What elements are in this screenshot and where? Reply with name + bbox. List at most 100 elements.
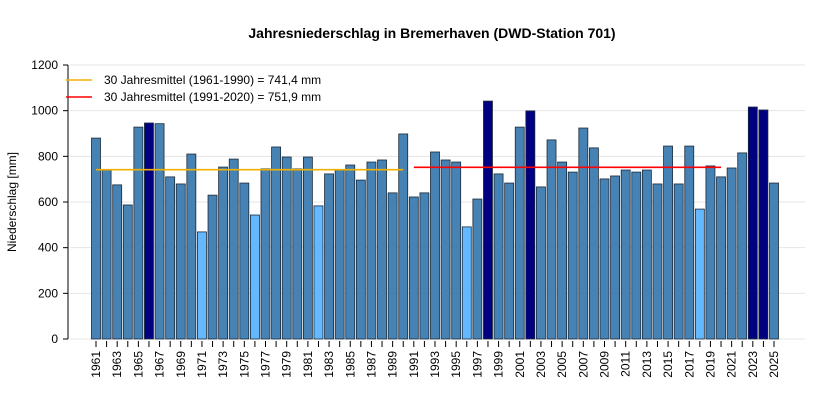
y-tick-label: 800: [38, 149, 58, 163]
x-tick-label: 1967: [153, 351, 167, 378]
bar-1988: [377, 159, 387, 340]
bar-1999: [493, 173, 504, 340]
bar-1982: [313, 205, 324, 340]
bar-1971: [197, 231, 207, 340]
bar-1998: [483, 100, 493, 340]
bar-1996: [461, 226, 472, 340]
bar-1981: [302, 156, 313, 340]
bar-1976: [250, 214, 260, 340]
bar-1966: [144, 122, 154, 340]
bar-1978: [271, 146, 281, 340]
bar-1964: [122, 204, 133, 340]
x-tick-label: 2023: [746, 351, 760, 378]
bar-1990: [398, 133, 409, 340]
bar-2010: [610, 175, 620, 340]
bar-2024: [758, 109, 769, 340]
x-tick-label: 2013: [640, 351, 654, 378]
x-tick-label: 1989: [386, 351, 400, 378]
bar-1984: [334, 169, 345, 340]
y-tick-label: 200: [38, 286, 58, 300]
bar-2008: [589, 147, 599, 340]
x-tick-label: 2005: [555, 351, 569, 378]
bar-1972: [207, 194, 218, 340]
bar-1992: [419, 192, 430, 340]
bar-2020: [716, 176, 726, 340]
x-tick-label: 1995: [449, 351, 463, 378]
bar-1980: [292, 168, 303, 340]
x-tick-label: 2007: [576, 351, 590, 378]
x-tick-label: 1965: [131, 351, 145, 378]
bar-1961: [91, 137, 101, 340]
bar-1974: [228, 158, 239, 340]
x-tick-label: 1983: [322, 351, 336, 378]
bar-2015: [663, 145, 673, 340]
bar-2002: [525, 110, 536, 340]
bar-2013: [641, 169, 652, 340]
x-tick-label: 2015: [661, 351, 675, 378]
bar-1991: [408, 196, 419, 340]
bar-1970: [186, 153, 197, 340]
bar-2021: [726, 167, 737, 340]
x-tick-label: 1981: [301, 351, 315, 378]
y-tick-label: 400: [38, 241, 58, 255]
x-tick-label: 1987: [364, 351, 378, 378]
y-tick-label: 0: [51, 332, 58, 346]
x-tick-label: 2017: [682, 351, 696, 378]
bar-1989: [387, 192, 398, 340]
bar-2012: [631, 171, 642, 340]
x-tick-label: 1979: [280, 351, 294, 378]
legend: 30 Jahresmittel (1961-1990) = 741,4 mm 30…: [66, 73, 321, 104]
x-tick-label: 2019: [703, 351, 717, 378]
bar-1965: [133, 126, 144, 340]
chart-title: Jahresniederschlag in Bremerhaven (DWD-S…: [248, 25, 615, 41]
bar-1977: [260, 168, 271, 340]
bar-1986: [355, 179, 366, 340]
x-tick-label: 1969: [174, 351, 188, 378]
x-tick-label: 2009: [598, 351, 612, 378]
bar-2011: [620, 169, 631, 340]
bar-1963: [112, 184, 123, 340]
bar-2019: [705, 165, 716, 340]
bar-1967: [154, 123, 165, 340]
bar-1973: [218, 166, 229, 340]
x-tick-label: 1963: [110, 351, 124, 378]
legend-label: 30 Jahresmittel (1961-1990) = 741,4 mm: [104, 73, 321, 87]
bars: [91, 100, 779, 340]
bar-2004: [546, 139, 557, 340]
bar-1994: [440, 159, 451, 340]
x-tick-label: 2021: [725, 351, 739, 378]
bar-2017: [684, 145, 695, 340]
legend-label: 30 Jahresmittel (1991-2020) = 751,9 mm: [104, 90, 321, 104]
bar-2009: [599, 178, 610, 340]
x-tick-label: 2003: [534, 351, 548, 378]
y-tick-label: 1200: [31, 58, 58, 72]
bar-1985: [345, 164, 356, 340]
bar-2005: [557, 161, 568, 340]
x-tick-label: 1993: [428, 351, 442, 378]
axes: 0 200 400 600 800 1000 1200 1961 1963 1965 1967 196…: [31, 58, 781, 378]
bar-2018: [694, 208, 705, 340]
x-tick-label: 1977: [259, 351, 273, 378]
y-tick-label: 1000: [31, 104, 58, 118]
bar-1995: [451, 161, 462, 340]
bar-2007: [578, 127, 589, 340]
x-tick-label: 2011: [619, 351, 633, 377]
x-tick-label: 1985: [343, 351, 357, 378]
x-tick-label: 1971: [195, 351, 209, 378]
bar-2003: [536, 186, 546, 340]
bar-2006: [567, 171, 578, 340]
bar-2025: [769, 182, 779, 340]
x-tick-label: 1975: [237, 351, 251, 378]
bar-2014: [652, 183, 663, 340]
reference-lines: [96, 166, 722, 171]
y-tick-label: 600: [38, 195, 58, 209]
bar-1983: [324, 173, 334, 340]
x-tick-label: 1961: [89, 351, 103, 378]
bar-1969: [175, 183, 186, 340]
bar-1968: [165, 176, 176, 340]
x-tick-label: 1999: [492, 351, 506, 378]
y-axis-label: Niederschlag [mm]: [5, 152, 19, 252]
bar-2022: [737, 152, 748, 340]
